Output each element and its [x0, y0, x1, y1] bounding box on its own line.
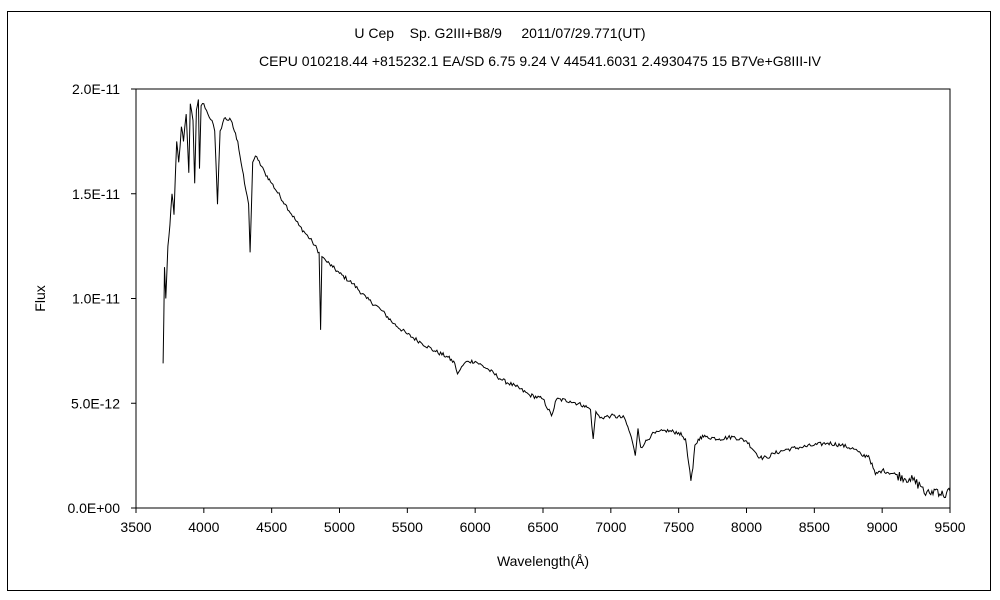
- x-tick-label: 9500: [934, 519, 965, 535]
- y-axis-label: Flux: [32, 285, 48, 311]
- y-tick-label: 1.0E-11: [72, 291, 120, 307]
- x-axis: 3500 4000 4500 5000 5500 6000 6500 7000 7500 8000…: [120, 508, 966, 535]
- y-tick-label: 1.5E-11: [72, 186, 120, 202]
- y-axis: 0.0E+00 5.0E-12 1.0E-11 1.5E-11 2.0E-11: [67, 81, 136, 516]
- x-axis-label: Wavelength(Å): [497, 553, 589, 569]
- x-tick-label: 9000: [867, 519, 898, 535]
- x-tick-label: 4000: [188, 519, 219, 535]
- y-tick-label: 5.0E-12: [71, 395, 120, 411]
- x-tick-label: 6000: [460, 519, 491, 535]
- x-tick-label: 6500: [527, 519, 558, 535]
- chart-title: U Cep Sp. G2III+B8/9 2011/07/29.771(UT): [354, 25, 646, 41]
- x-tick-label: 7000: [595, 519, 626, 535]
- series-line: [162, 99, 951, 499]
- x-tick-label: 7500: [663, 519, 694, 535]
- x-tick-label: 4500: [256, 519, 287, 535]
- x-tick-label: 5000: [324, 519, 355, 535]
- chart-subtitle: CEPU 010218.44 +815232.1 EA/SD 6.75 9.24…: [259, 53, 821, 69]
- x-tick-label: 5500: [392, 519, 423, 535]
- y-tick-label: 2.0E-11: [72, 81, 120, 97]
- plot-area: [135, 88, 951, 509]
- x-tick-label: 3500: [120, 519, 151, 535]
- x-tick-label: 8000: [731, 519, 762, 535]
- x-tick-label: 8500: [799, 519, 830, 535]
- y-tick-label: 0.0E+00: [67, 500, 120, 516]
- chart-frame: [7, 11, 991, 591]
